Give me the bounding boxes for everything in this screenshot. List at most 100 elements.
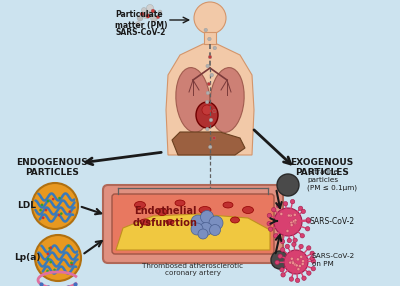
Circle shape	[68, 210, 71, 213]
Circle shape	[205, 100, 209, 104]
Circle shape	[207, 82, 211, 86]
Circle shape	[49, 261, 52, 263]
Circle shape	[206, 127, 209, 131]
Circle shape	[274, 208, 302, 236]
Ellipse shape	[242, 206, 254, 214]
Text: Lp(a): Lp(a)	[14, 253, 40, 263]
Circle shape	[290, 221, 293, 224]
Circle shape	[283, 202, 288, 206]
Circle shape	[206, 64, 210, 68]
Circle shape	[47, 200, 49, 202]
Text: Thrombosed atherosclerotic
coronary artery: Thrombosed atherosclerotic coronary arte…	[142, 263, 244, 277]
Circle shape	[70, 263, 73, 265]
Text: SARS-CoV-2: SARS-CoV-2	[310, 217, 355, 227]
Circle shape	[142, 9, 150, 19]
Circle shape	[46, 270, 49, 272]
Text: EXOGENOUS
PARTICLES: EXOGENOUS PARTICLES	[290, 158, 354, 177]
Polygon shape	[172, 132, 245, 155]
Circle shape	[289, 261, 292, 264]
Ellipse shape	[230, 217, 240, 223]
Circle shape	[275, 260, 279, 265]
Circle shape	[294, 219, 297, 222]
Circle shape	[306, 246, 311, 250]
Ellipse shape	[140, 219, 150, 225]
Circle shape	[298, 206, 303, 210]
Circle shape	[291, 260, 294, 263]
Circle shape	[53, 269, 56, 271]
Circle shape	[293, 213, 296, 216]
Circle shape	[298, 265, 301, 267]
Circle shape	[280, 268, 284, 272]
Circle shape	[42, 217, 44, 219]
Circle shape	[276, 204, 281, 208]
Ellipse shape	[157, 208, 167, 215]
Circle shape	[290, 257, 293, 260]
Circle shape	[295, 264, 298, 267]
Circle shape	[156, 15, 160, 19]
Circle shape	[58, 197, 61, 199]
Circle shape	[295, 278, 300, 283]
Circle shape	[293, 221, 296, 224]
Circle shape	[200, 210, 214, 223]
Circle shape	[60, 212, 63, 215]
Circle shape	[210, 225, 220, 235]
Circle shape	[299, 244, 303, 249]
Circle shape	[280, 248, 285, 252]
Circle shape	[292, 242, 296, 247]
Ellipse shape	[134, 202, 146, 208]
Circle shape	[311, 259, 316, 263]
Circle shape	[280, 212, 283, 216]
Circle shape	[292, 262, 295, 265]
Circle shape	[285, 244, 290, 249]
Circle shape	[267, 213, 272, 218]
Ellipse shape	[176, 67, 210, 132]
Ellipse shape	[210, 217, 220, 223]
Ellipse shape	[196, 102, 218, 128]
Circle shape	[194, 2, 226, 34]
Circle shape	[200, 223, 212, 235]
Circle shape	[307, 271, 311, 275]
Circle shape	[300, 255, 303, 258]
Circle shape	[277, 174, 299, 196]
Circle shape	[310, 251, 314, 255]
FancyBboxPatch shape	[204, 32, 216, 44]
Circle shape	[280, 239, 285, 244]
Text: Particulate
matter (PM): Particulate matter (PM)	[115, 10, 168, 30]
Circle shape	[301, 263, 304, 265]
Circle shape	[267, 221, 271, 226]
Circle shape	[32, 183, 78, 229]
Circle shape	[296, 258, 299, 261]
Circle shape	[310, 256, 314, 261]
Circle shape	[281, 273, 285, 277]
Circle shape	[210, 73, 214, 77]
Circle shape	[292, 220, 295, 223]
Circle shape	[41, 204, 43, 206]
Ellipse shape	[223, 202, 233, 208]
Text: SARS-CoV-2
on PM: SARS-CoV-2 on PM	[312, 253, 355, 267]
Circle shape	[213, 46, 216, 50]
Circle shape	[212, 136, 216, 140]
Circle shape	[300, 234, 304, 238]
Circle shape	[52, 198, 54, 200]
Circle shape	[294, 263, 296, 266]
Circle shape	[297, 268, 300, 271]
Circle shape	[287, 238, 292, 243]
Circle shape	[306, 218, 310, 222]
Circle shape	[136, 21, 140, 27]
Circle shape	[151, 9, 155, 13]
Circle shape	[209, 118, 213, 122]
Ellipse shape	[175, 200, 185, 206]
FancyBboxPatch shape	[112, 194, 274, 254]
Circle shape	[268, 227, 273, 231]
Circle shape	[150, 15, 158, 21]
Circle shape	[311, 267, 316, 271]
Circle shape	[198, 229, 208, 239]
Circle shape	[306, 227, 310, 231]
Circle shape	[137, 15, 143, 21]
Ellipse shape	[199, 206, 211, 214]
Circle shape	[50, 246, 52, 249]
Circle shape	[206, 91, 210, 95]
Circle shape	[208, 145, 212, 149]
Circle shape	[191, 215, 205, 229]
Circle shape	[294, 222, 297, 225]
